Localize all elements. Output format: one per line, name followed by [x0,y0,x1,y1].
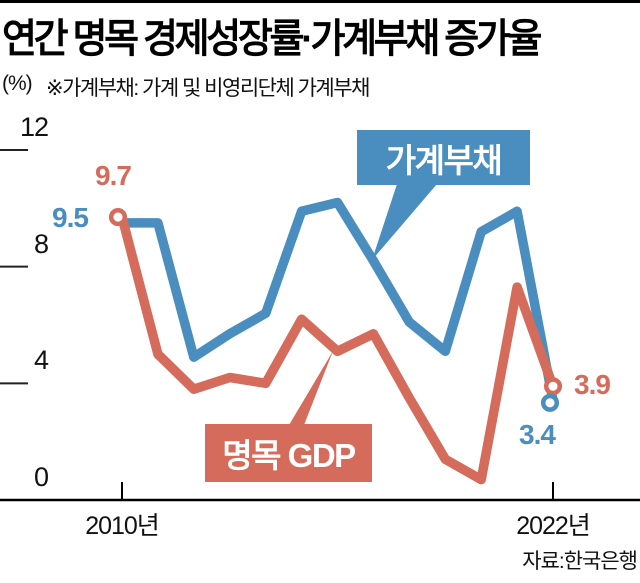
nominal-gdp-line [117,215,558,485]
y-axis-unit-label: (%) [2,72,33,95]
y-axis-tick-marks [0,149,28,385]
data-label-household-start: 9.5 [52,202,89,233]
marker-gdp-end [543,377,563,396]
data-label-gdp-start: 9.7 [95,160,132,191]
legend-household-debt: 가계부채 [357,130,530,185]
y-tick-label-4: 4 [33,345,49,376]
data-label-gdp-end: 3.9 [574,369,611,400]
legend-nominal-gdp: 명목 GDP [205,424,372,482]
x-tick-label-2022: 2022년 [516,512,591,540]
marker-gdp-start [108,208,128,227]
household-debt-callout-pointer [372,184,437,260]
top-border-rule [0,0,640,3]
household-debt-line [122,197,558,402]
x-axis-tick-marks [121,482,554,500]
endpoint-markers [108,208,563,412]
footnote-household-debt: ※가계부채: 가계 및 비영리단체 가계부채 [46,77,370,100]
x-tick-label-2010: 2010년 [85,512,160,540]
y-tick-label-8: 8 [33,228,49,259]
y-tick-label-12: 12 [19,112,49,142]
nominal-gdp-callout-pointer [289,351,333,425]
source-credit: 자료:한국은행 [522,550,638,573]
y-tick-label-0: 0 [33,462,49,492]
marker-household-end [540,393,560,412]
data-label-household-end: 3.4 [519,419,556,450]
chart-title: 연간 명목 경제성장률·가계부채 증가율 [2,17,543,61]
